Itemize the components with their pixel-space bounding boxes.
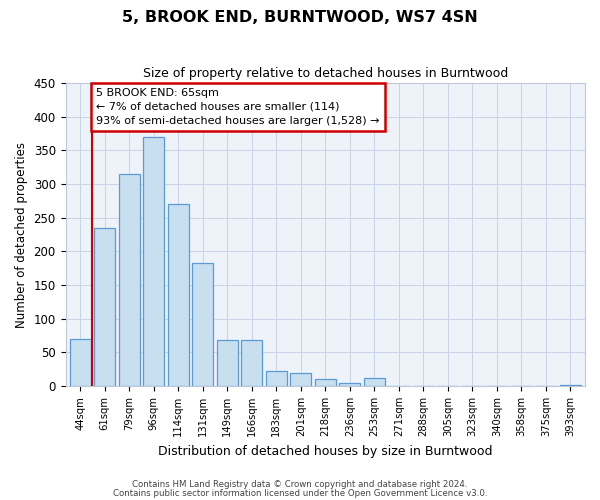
Text: Contains HM Land Registry data © Crown copyright and database right 2024.: Contains HM Land Registry data © Crown c… [132,480,468,489]
Bar [168,204,188,386]
Bar [315,380,335,386]
Bar [143,137,164,386]
Text: 5 BROOK END: 65sqm
← 7% of detached houses are smaller (114)
93% of semi-detache: 5 BROOK END: 65sqm ← 7% of detached hous… [96,88,380,126]
X-axis label: Distribution of detached houses by size in Burntwood: Distribution of detached houses by size … [158,444,493,458]
Title: Size of property relative to detached houses in Burntwood: Size of property relative to detached ho… [143,68,508,80]
Bar [340,382,360,386]
Bar [193,263,213,386]
Bar [364,378,385,386]
Y-axis label: Number of detached properties: Number of detached properties [15,142,28,328]
Bar [217,340,238,386]
Text: Contains public sector information licensed under the Open Government Licence v3: Contains public sector information licen… [113,489,487,498]
Bar [70,339,91,386]
Bar [560,384,581,386]
Text: 5, BROOK END, BURNTWOOD, WS7 4SN: 5, BROOK END, BURNTWOOD, WS7 4SN [122,10,478,25]
Bar [119,174,140,386]
Bar [290,372,311,386]
Bar [266,372,287,386]
Bar [241,340,262,386]
Bar [94,228,115,386]
